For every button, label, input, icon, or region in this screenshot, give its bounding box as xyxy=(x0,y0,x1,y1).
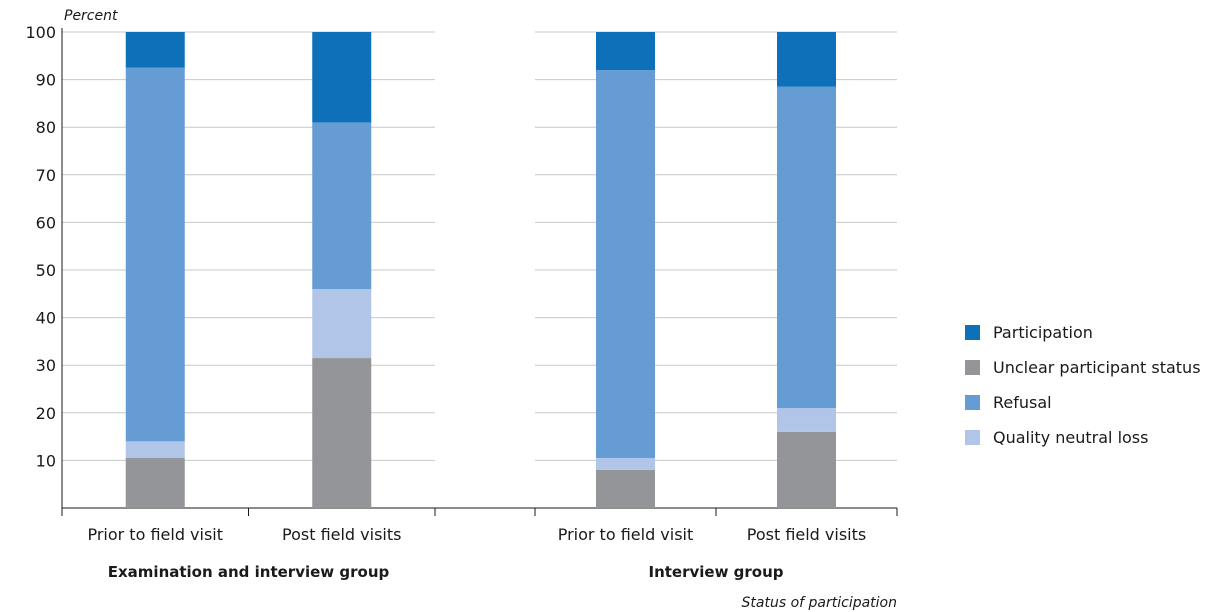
bar-segment-unclear-participant-status xyxy=(777,431,836,508)
bar-segment-participation xyxy=(596,32,655,71)
x-category-label: Prior to field visit xyxy=(87,525,223,544)
bar-segment-quality-neutral-loss xyxy=(777,408,836,432)
grid-lines xyxy=(62,31,897,461)
bar-segment-quality-neutral-loss xyxy=(125,441,185,459)
y-tick-label: 10 xyxy=(36,451,56,470)
y-tick-label: 60 xyxy=(36,213,56,232)
y-tick-label: 90 xyxy=(36,71,56,90)
bar-segment-refusal xyxy=(125,67,185,442)
y-tick-label: 80 xyxy=(36,118,56,137)
y-tick-label: 40 xyxy=(36,309,56,328)
y-tick-label: 100 xyxy=(25,23,56,42)
bar-segment-participation xyxy=(125,32,185,68)
y-tick-label: 20 xyxy=(36,404,56,423)
legend-swatch xyxy=(965,325,980,340)
legend-label: Participation xyxy=(993,323,1093,342)
bar-segment-unclear-participant-status xyxy=(596,469,655,508)
y-axis-title: Percent xyxy=(64,8,118,24)
legend-label: Unclear participant status xyxy=(993,358,1201,377)
x-category-label: Post field visits xyxy=(282,525,401,544)
legend-swatch xyxy=(965,430,980,445)
y-tick-label: 70 xyxy=(36,166,56,185)
bar-segment-unclear-participant-status xyxy=(312,358,372,508)
bar-segment-quality-neutral-loss xyxy=(596,458,655,470)
bars xyxy=(125,32,836,508)
legend-label: Refusal xyxy=(993,393,1052,412)
y-tick-label: 30 xyxy=(36,356,56,375)
labels: 10 20 30 40 50 60 70 80 90 100 Percent Prior to fie… xyxy=(25,8,897,611)
bar-segment-participation xyxy=(312,32,372,123)
y-tick-label: 50 xyxy=(36,261,56,280)
x-axis-title: Status of participation xyxy=(742,595,897,611)
legend-swatch xyxy=(965,360,980,375)
legend: Participation Unclear participant status R… xyxy=(965,323,1201,447)
bar-segment-refusal xyxy=(312,122,372,290)
x-category-label: Post field visits xyxy=(747,525,866,544)
group-label: Examination and interview group xyxy=(108,563,390,581)
bar-segment-refusal xyxy=(777,86,836,409)
x-category-label: Prior to field visit xyxy=(558,525,694,544)
group-label: Interview group xyxy=(648,563,783,581)
bar-segment-unclear-participant-status xyxy=(125,458,185,508)
legend-label: Quality neutral loss xyxy=(993,428,1148,447)
legend-swatch xyxy=(965,395,980,410)
bar-segment-quality-neutral-loss xyxy=(312,289,372,359)
axes xyxy=(61,28,898,516)
bar-segment-refusal xyxy=(596,70,655,459)
bar-segment-participation xyxy=(777,32,836,87)
